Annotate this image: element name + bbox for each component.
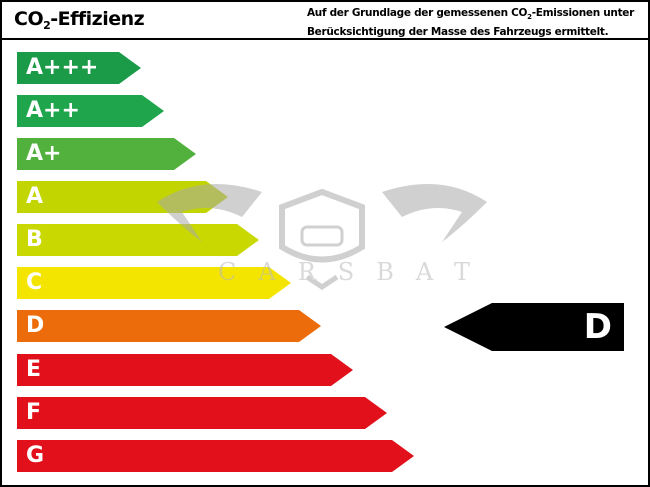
title: CO2-Effizienz: [14, 8, 145, 32]
efficiency-class-bar: G: [17, 440, 414, 472]
efficiency-class-label: D: [26, 313, 45, 338]
efficiency-class-bar: D: [17, 310, 321, 342]
efficiency-class-bar: C: [17, 267, 291, 299]
header-note: Auf der Grundlage der gemessenen CO2-Emi…: [307, 6, 634, 40]
title-suffix: -Effizienz: [50, 8, 145, 30]
efficiency-class-label: C: [26, 270, 43, 295]
efficiency-class-label: A: [26, 184, 44, 209]
note-subscript: 2: [527, 13, 532, 22]
efficiency-class-bar: A+: [17, 138, 196, 170]
note-line-1: Auf der Grundlage der gemessenen CO2-Emi…: [307, 6, 634, 25]
header: CO2-Effizienz Auf der Grundlage der geme…: [2, 2, 648, 40]
title-subscript: 2: [43, 19, 51, 32]
rating-indicator: D: [444, 303, 624, 351]
efficiency-class-bar: A+++: [17, 52, 141, 84]
note-suffix: -Emissionen unter: [531, 7, 635, 19]
efficiency-class-label: A+: [26, 141, 62, 166]
note-prefix: Auf der Grundlage der gemessenen CO: [306, 7, 528, 19]
efficiency-class-label: E: [26, 357, 42, 382]
efficiency-class-label: G: [26, 443, 45, 468]
efficiency-class-label: F: [26, 400, 42, 425]
efficiency-class-bar: E: [17, 354, 353, 386]
efficiency-class-bar: F: [17, 397, 387, 429]
rating-label: D: [583, 307, 612, 347]
note-line-2: Berücksichtigung der Masse des Fahrzeugs…: [306, 26, 609, 39]
efficiency-class-bar: A++: [17, 95, 164, 127]
efficiency-class-bar: B: [17, 224, 259, 256]
efficiency-class-bar: A: [17, 181, 228, 213]
title-prefix: CO: [14, 8, 44, 30]
efficiency-class-label: B: [26, 227, 43, 252]
efficiency-class-label: A+++: [26, 55, 99, 80]
efficiency-class-label: A++: [26, 98, 80, 123]
